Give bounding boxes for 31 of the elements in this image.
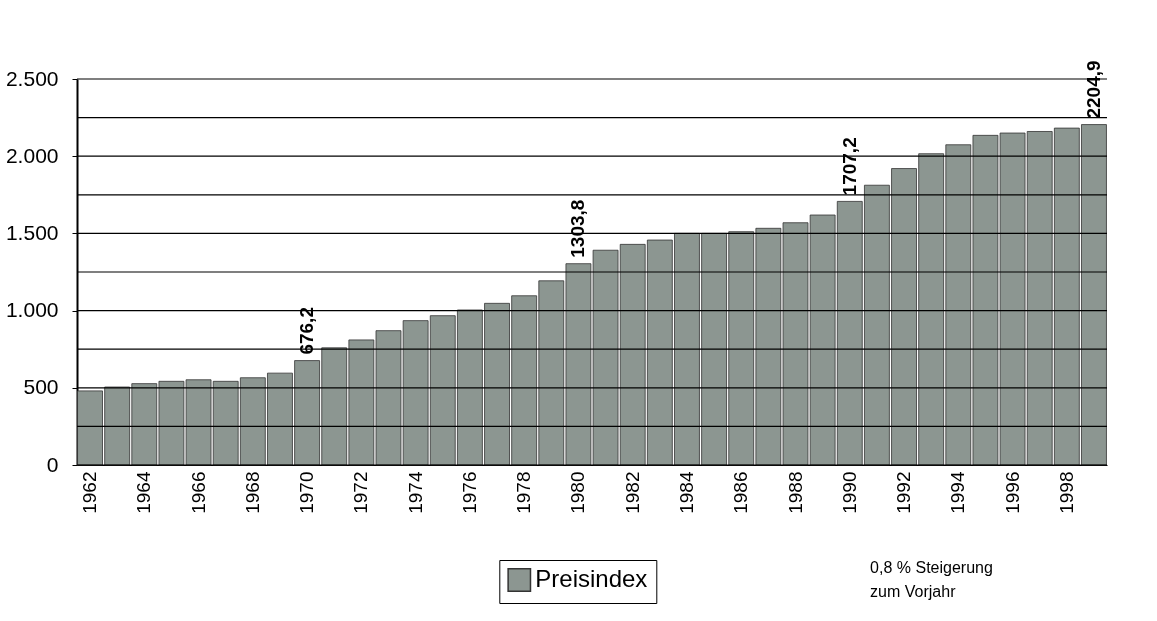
y-tick-label: 1.500 — [5, 220, 59, 244]
y-tick-label: 1.000 — [5, 298, 59, 322]
x-tick-label: 1998 — [1055, 471, 1077, 514]
y-tick-label: 500 — [23, 375, 59, 399]
x-tick-label: 1988 — [784, 471, 806, 514]
x-tick-label: 1964 — [133, 471, 155, 514]
text: 0,8 % Steigerung zum Vorjahr — [870, 559, 993, 600]
x-tick-label: 1992 — [893, 471, 915, 514]
x-tick-label: 1966 — [187, 471, 209, 514]
text: 2204,9 — [1082, 60, 1104, 119]
x-tick-label: 1990 — [838, 471, 860, 514]
x-tick-label: 1976 — [458, 471, 480, 514]
x-tick-label: 1980 — [567, 471, 589, 514]
x-tick-label: 1984 — [675, 471, 697, 514]
x-tick-label: 1978 — [513, 471, 535, 514]
legend-label: Preisindex — [535, 565, 648, 592]
text: 676,2 — [296, 307, 318, 355]
text: 1707,2 — [838, 137, 860, 196]
x-tick-label: 1986 — [730, 471, 752, 514]
x-tick-label: 1968 — [241, 471, 263, 514]
x-tick-label: 1982 — [621, 471, 643, 514]
x-tick-label: 1962 — [79, 471, 101, 514]
x-tick-label: 1970 — [296, 471, 318, 514]
y-tick-label: 2.000 — [5, 143, 59, 167]
x-tick-label: 1972 — [350, 471, 372, 514]
x-tick-label: 1994 — [947, 471, 969, 514]
x-tick-label: 1996 — [1001, 471, 1023, 514]
text: 1303,8 — [567, 199, 589, 258]
x-tick-label: 1974 — [404, 471, 426, 514]
y-tick-label: 2.500 — [5, 66, 59, 90]
y-tick-label: 0 — [46, 452, 59, 476]
